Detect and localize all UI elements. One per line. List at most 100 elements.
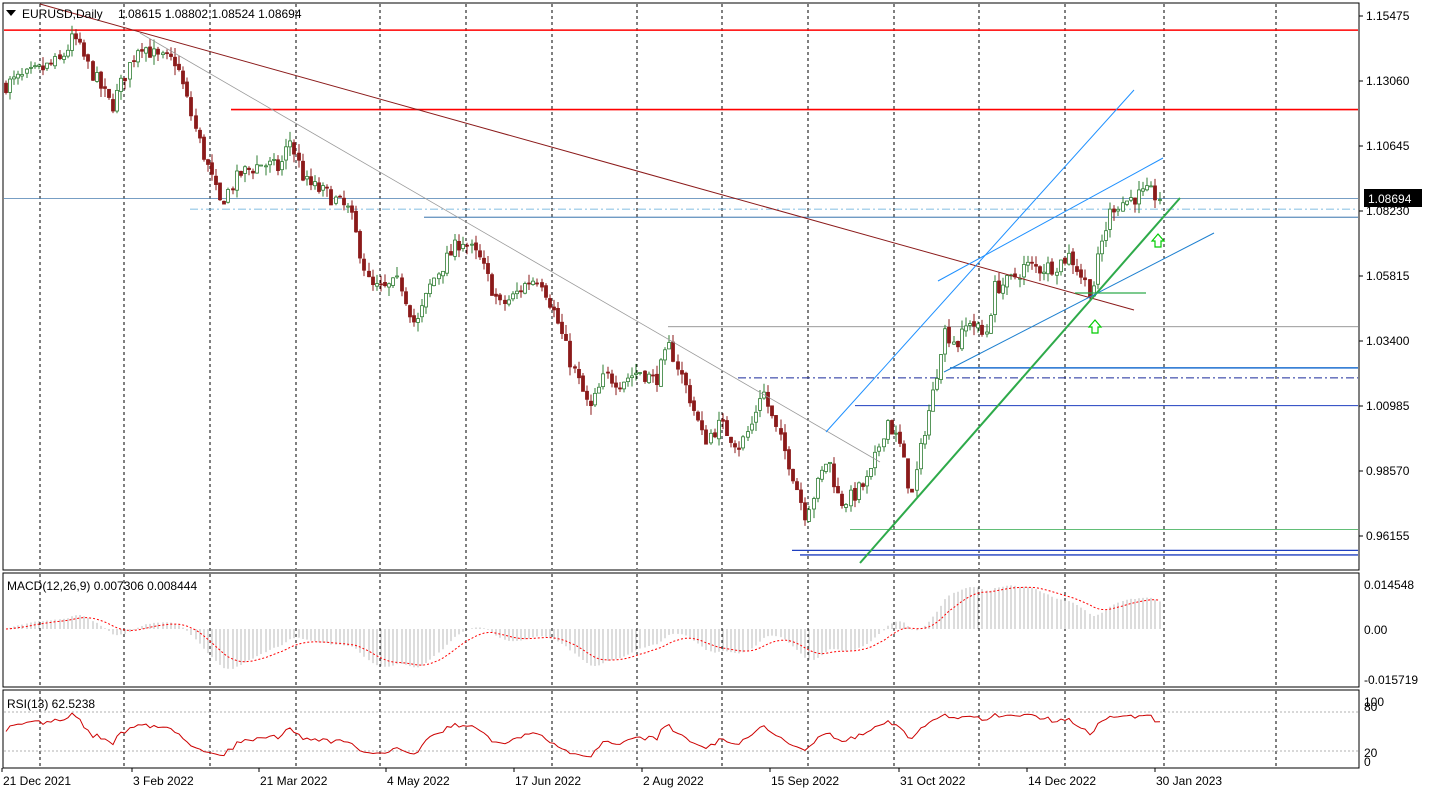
candle-body	[408, 305, 412, 318]
candle-body	[704, 429, 708, 445]
candle-body	[280, 161, 284, 171]
candle-body	[1141, 188, 1145, 192]
candle-body	[519, 290, 523, 293]
candle-body	[935, 377, 939, 390]
candle-body	[861, 483, 865, 487]
candle-body	[939, 354, 943, 380]
date-label: 30 Jan 2023	[1156, 774, 1222, 788]
candle-body	[329, 189, 333, 206]
date-label: 4 May 2022	[387, 774, 450, 788]
date-label: 17 Jun 2022	[515, 774, 581, 788]
candle-body	[342, 197, 346, 206]
candle-body	[754, 411, 758, 423]
candle-body	[964, 325, 968, 332]
candle-body	[305, 176, 309, 180]
candle-body	[317, 182, 321, 192]
candle-body	[927, 410, 931, 436]
candle-body	[1158, 199, 1162, 201]
candle-body	[787, 449, 791, 470]
candle-body	[1026, 261, 1030, 266]
candle-body	[25, 68, 29, 74]
macd-tick-zero: 0.00	[1364, 623, 1388, 637]
candle-body	[737, 447, 741, 450]
candle-body	[391, 277, 395, 286]
candle-body	[733, 443, 737, 448]
macd-signal-line	[5, 586, 1161, 666]
candle-body	[132, 60, 136, 63]
candle-body	[313, 181, 317, 187]
candle-body	[334, 196, 338, 204]
candle-body	[795, 481, 799, 491]
candle-body	[338, 195, 342, 198]
candle-body	[1042, 271, 1046, 274]
candle-body	[531, 280, 535, 285]
candle-body	[268, 160, 272, 166]
candle-body	[66, 49, 70, 57]
candle-body	[416, 318, 420, 323]
candle-body	[1121, 202, 1125, 212]
candle-body	[165, 52, 169, 55]
candle-body	[803, 502, 807, 521]
candle-body	[915, 469, 919, 491]
candle-body	[1096, 253, 1100, 285]
candle-body	[906, 458, 910, 489]
candle-body	[276, 159, 280, 171]
candle-body	[1005, 275, 1009, 288]
rsi-label: RSI(13) 62.5238	[7, 697, 95, 711]
candle-body	[49, 62, 53, 65]
candle-body	[947, 326, 951, 344]
candle-body	[601, 373, 605, 388]
candle-body	[700, 420, 704, 431]
candle-body	[552, 306, 556, 311]
ohlc-values: 1.08615 1.08802 1.08524 1.08694	[118, 7, 302, 21]
candle-body	[840, 493, 844, 506]
candle-body	[474, 242, 478, 251]
candle-body	[1075, 266, 1079, 272]
candle-body	[717, 419, 721, 440]
candle-body	[461, 243, 465, 249]
candle-body	[1125, 200, 1129, 205]
candle-body	[515, 290, 519, 295]
candle-body	[111, 99, 115, 112]
candle-body	[968, 323, 972, 326]
collapse-triangle-icon[interactable]	[6, 10, 16, 16]
candle-body	[589, 400, 593, 407]
trendline	[859, 197, 1181, 564]
candle-body	[688, 385, 692, 404]
candle-body	[490, 274, 494, 296]
candle-body	[235, 170, 239, 191]
candle-body	[169, 53, 173, 57]
candle-body	[869, 467, 873, 477]
candle-body	[980, 324, 984, 335]
candle-body	[161, 52, 165, 55]
candle-body	[671, 341, 675, 362]
candle-body	[231, 188, 235, 191]
candle-body	[746, 431, 750, 438]
rsi-tick-80: 80	[1364, 700, 1378, 714]
candle-body	[865, 476, 869, 487]
candle-body	[284, 146, 288, 161]
candle-body	[198, 129, 202, 139]
trendline	[825, 89, 1135, 433]
candle-body	[824, 463, 828, 472]
candle-body	[482, 257, 486, 264]
candle-body	[1088, 279, 1092, 298]
date-label: 31 Oct 2022	[900, 774, 966, 788]
candle-body	[597, 386, 601, 394]
candle-body	[507, 299, 511, 305]
trendline	[139, 32, 881, 463]
candle-body	[523, 283, 527, 294]
candle-body	[226, 189, 230, 203]
candle-body	[470, 243, 474, 246]
candle-body	[206, 159, 210, 165]
candle-body	[107, 88, 111, 98]
candle-body	[618, 387, 622, 390]
candle-body	[1046, 262, 1050, 275]
candle-body	[243, 166, 247, 174]
candle-body	[251, 170, 255, 174]
candle-body	[297, 152, 301, 161]
candle-body	[33, 65, 37, 68]
